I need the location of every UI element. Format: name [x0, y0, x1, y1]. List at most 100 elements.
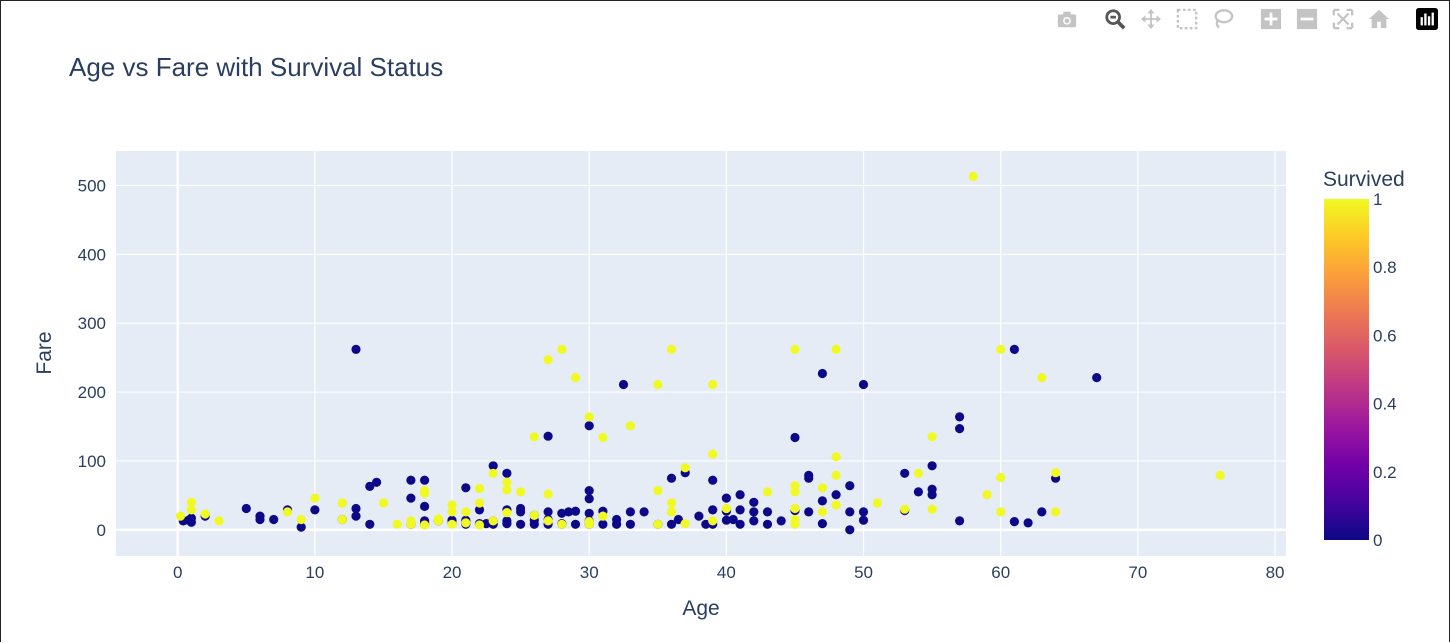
point-survived — [570, 373, 581, 383]
point-died — [461, 483, 471, 493]
colorbar-tick-label: 1 — [1373, 190, 1382, 209]
point-survived — [598, 432, 608, 443]
point-died — [186, 513, 196, 523]
point-survived — [378, 498, 389, 508]
point-survived — [543, 516, 553, 526]
point-died — [420, 475, 430, 485]
point-died — [845, 481, 855, 491]
point-survived — [543, 489, 553, 499]
point-died — [488, 461, 498, 471]
colorbar-tick-label: 0.2 — [1373, 463, 1397, 482]
x-tick-label: 10 — [305, 563, 324, 582]
point-died — [241, 503, 251, 514]
point-died — [351, 511, 361, 521]
point-survived — [310, 493, 320, 503]
point-survived — [557, 519, 567, 529]
colorbar-tick-label: 0.8 — [1373, 258, 1397, 277]
point-died — [721, 515, 732, 525]
lasso-select-icon[interactable] — [1210, 6, 1236, 32]
point-died — [625, 519, 636, 529]
point-died — [584, 494, 594, 504]
point-survived — [488, 516, 498, 526]
box-select-icon[interactable] — [1174, 6, 1200, 32]
point-died — [858, 515, 869, 525]
camera-icon[interactable] — [1054, 6, 1080, 32]
point-died — [927, 461, 937, 471]
pan-icon[interactable] — [1138, 6, 1164, 32]
point-survived — [625, 421, 636, 431]
point-survived — [282, 507, 293, 517]
point-survived — [762, 487, 773, 497]
y-axis-ticks: 0 100 200 300 400 500 — [78, 176, 106, 539]
point-died — [1009, 344, 1020, 354]
point-died — [749, 507, 759, 517]
point-died — [817, 368, 828, 379]
point-died — [728, 514, 738, 525]
point-died — [564, 507, 574, 517]
plot-area[interactable] — [116, 151, 1286, 556]
point-died — [955, 412, 965, 422]
point-died — [406, 493, 416, 503]
point-survived — [447, 500, 457, 510]
point-survived — [598, 511, 608, 521]
point-survived — [584, 412, 594, 422]
point-survived — [474, 498, 485, 508]
point-died — [858, 379, 869, 390]
point-survived — [817, 507, 828, 517]
point-died — [406, 475, 416, 485]
point-survived — [666, 344, 677, 354]
point-survived — [900, 504, 910, 514]
point-survived — [543, 355, 553, 365]
point-died — [790, 432, 800, 443]
zoom-out-icon[interactable] — [1294, 6, 1320, 32]
zoom-in-icon[interactable] — [1258, 6, 1284, 32]
point-died — [900, 468, 910, 478]
point-died — [694, 511, 704, 521]
point-survived — [461, 507, 471, 517]
y-tick-label: 0 — [97, 521, 106, 540]
point-died — [584, 421, 594, 431]
point-survived — [337, 514, 347, 525]
point-survived — [474, 483, 485, 494]
point-survived — [433, 514, 443, 524]
point-died — [1092, 373, 1102, 383]
point-died — [1009, 517, 1020, 527]
point-survived — [927, 504, 937, 514]
point-survived — [447, 507, 457, 517]
x-axis-ticks: 0 10 20 30 40 50 60 70 80 — [173, 563, 1284, 582]
point-survived — [708, 449, 718, 459]
point-died — [365, 519, 375, 529]
y-tick-label: 400 — [78, 245, 106, 264]
zoom-icon[interactable] — [1102, 6, 1128, 32]
point-died — [708, 505, 718, 515]
x-tick-label: 70 — [1128, 563, 1147, 582]
plotly-logo-icon[interactable] — [1414, 6, 1440, 32]
point-died — [351, 344, 361, 354]
point-died — [762, 507, 773, 517]
point-died — [913, 487, 924, 497]
point-died — [584, 508, 594, 518]
point-died — [625, 507, 636, 517]
colorbar[interactable] — [1324, 199, 1369, 540]
point-died — [673, 514, 684, 525]
point-died — [708, 475, 718, 485]
point-survived — [447, 519, 457, 529]
point-died — [762, 519, 773, 529]
y-tick-label: 500 — [78, 176, 106, 195]
point-survived — [708, 516, 718, 526]
point-died — [584, 486, 594, 496]
point-survived — [1051, 468, 1061, 478]
point-died — [955, 424, 965, 434]
reset-axes-icon[interactable] — [1366, 6, 1392, 32]
autoscale-icon[interactable] — [1330, 6, 1356, 32]
point-survived — [1051, 507, 1061, 517]
point-survived — [186, 497, 196, 507]
point-survived — [968, 171, 978, 182]
point-died — [831, 490, 841, 500]
point-survived — [790, 344, 800, 354]
point-survived — [913, 468, 924, 478]
point-died — [310, 505, 320, 515]
point-died — [804, 473, 814, 483]
point-survived — [721, 503, 732, 514]
